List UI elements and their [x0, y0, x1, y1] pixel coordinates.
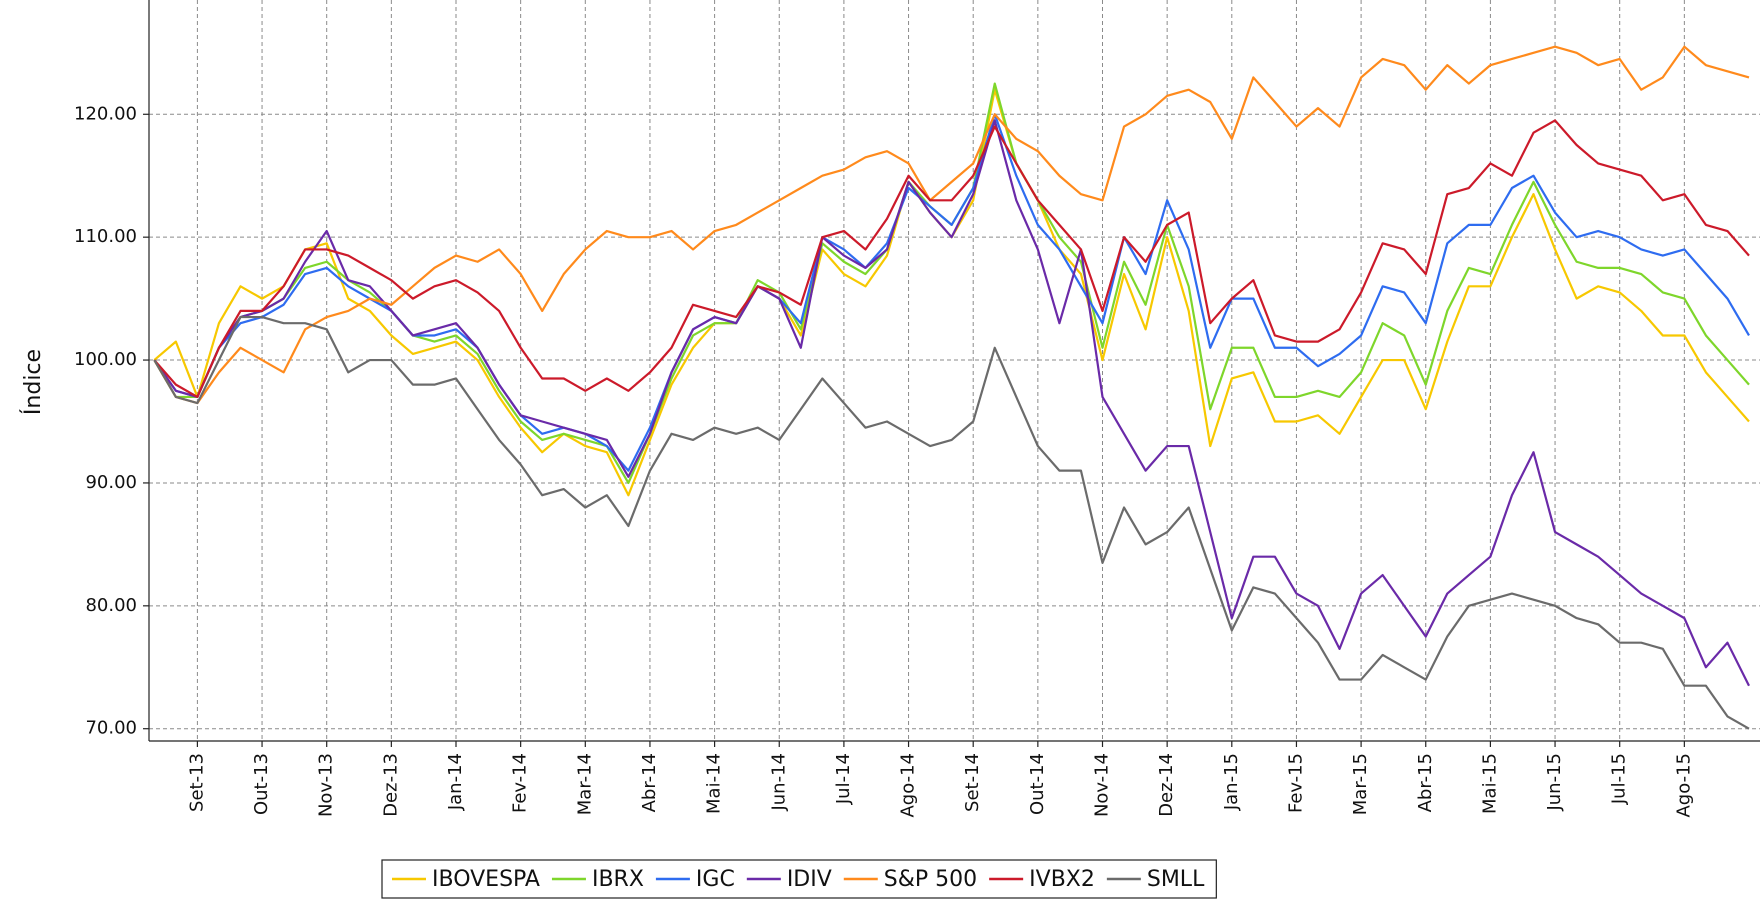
x-tick-label: Jul-14	[833, 753, 854, 805]
x-tick-label: Nov-14	[1092, 753, 1113, 817]
y-tick-label: 70.00	[85, 718, 137, 739]
x-tick-label: Jan-14	[445, 753, 466, 811]
legend-label: IBOVESPA	[432, 867, 540, 892]
y-tick-label: 80.00	[85, 595, 137, 616]
legend-label: IBRX	[592, 867, 644, 892]
x-tick-label: Fev-14	[510, 753, 531, 813]
x-tick-label: Mar-14	[574, 753, 595, 815]
x-tick-label: Abr-14	[639, 753, 660, 812]
legend-label: IVBX2	[1029, 867, 1095, 892]
x-tick-label: Ago-15	[1673, 753, 1694, 818]
line-series	[153, 315, 1750, 730]
x-tick-label: Mai-14	[704, 753, 725, 814]
x-tick-label: Jan-15	[1221, 753, 1242, 811]
y-axis-label: Índice	[20, 349, 46, 415]
line-series	[153, 119, 1750, 687]
y-tick-label: 100.00	[74, 349, 137, 370]
line-series	[153, 113, 1750, 472]
x-tick-label: Nov-13	[316, 753, 337, 817]
legend-label: IDIV	[787, 867, 832, 892]
x-tick-label: Abr-15	[1415, 753, 1436, 812]
x-tick-label: Set-13	[186, 753, 207, 812]
x-tick-label: Out-13	[251, 753, 272, 815]
line-series	[153, 45, 1750, 405]
legend-label: IGC	[696, 867, 735, 892]
legend-label: S&P 500	[884, 867, 977, 892]
x-tick-label: Jun-14	[768, 753, 789, 812]
legend-box	[381, 859, 1217, 899]
x-tick-label: Jun-15	[1544, 753, 1565, 812]
y-tick-label: 120.00	[74, 103, 137, 124]
x-tick-label: Jul-15	[1609, 753, 1630, 805]
x-tick-label: Fev-15	[1285, 753, 1306, 813]
legend: IBOVESPA IBRX IGC IDIV S&P 500 IVBX2 SMLL	[381, 859, 1217, 899]
y-tick-label: 90.00	[85, 472, 137, 493]
line-series	[153, 88, 1750, 497]
x-tick-label: Set-14	[962, 753, 983, 812]
y-tick-label: 110.00	[74, 226, 137, 247]
legend-label: SMLL	[1147, 867, 1205, 892]
x-tick-label: Mar-15	[1350, 753, 1371, 815]
line-series	[153, 119, 1750, 399]
x-tick-label: Out-14	[1027, 753, 1048, 815]
x-tick-label: Dez-14	[1156, 753, 1177, 817]
x-tick-label: Dez-13	[380, 753, 401, 817]
x-tick-label: Ago-14	[898, 753, 919, 818]
x-tick-label: Mai-15	[1479, 753, 1500, 814]
